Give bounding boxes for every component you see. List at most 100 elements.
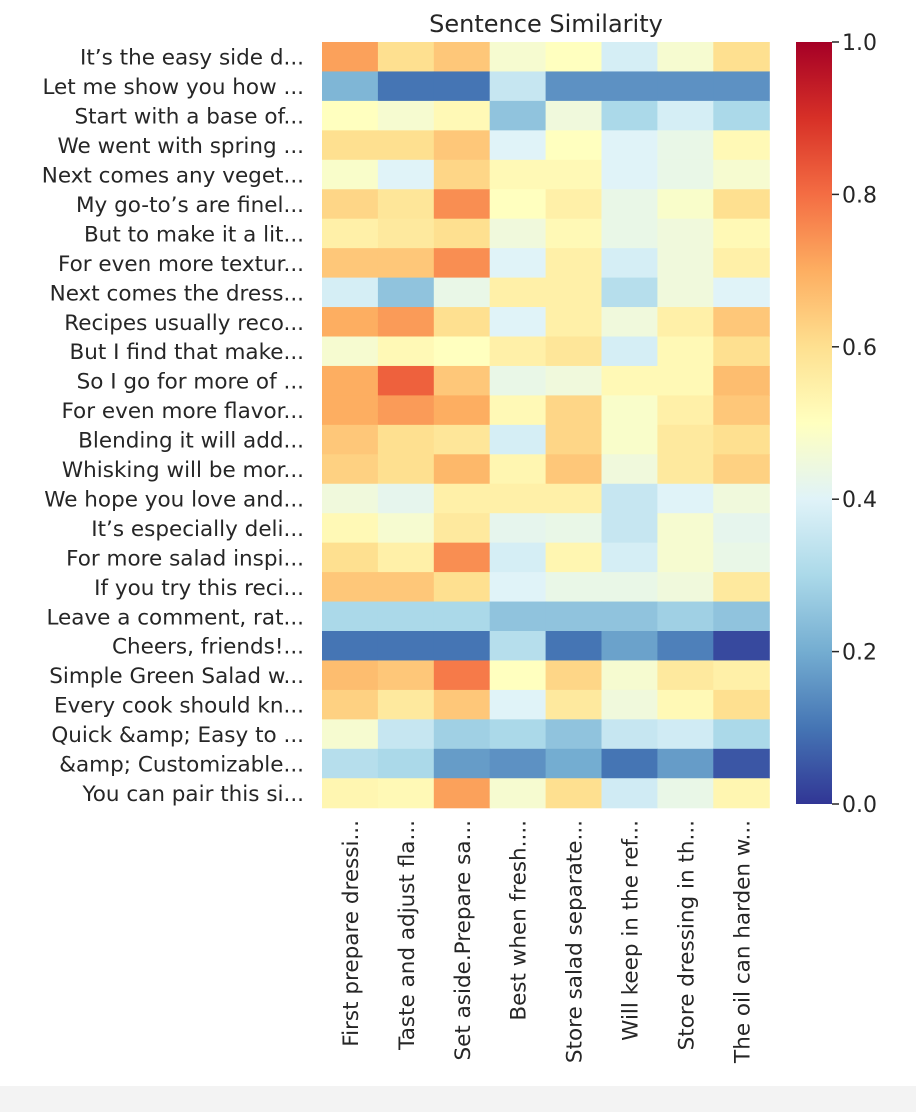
heatmap-cell [322, 601, 379, 632]
heatmap-cell [489, 100, 547, 131]
heatmap-cell [433, 365, 491, 396]
heatmap-cell [657, 454, 714, 485]
heatmap-cell [713, 689, 770, 720]
heatmap-cell [489, 513, 547, 544]
heatmap-cell [322, 395, 379, 426]
row-label: We hope you love and... [44, 487, 304, 512]
heatmap-cell [657, 778, 714, 809]
heatmap-cell [545, 601, 603, 632]
heatmap-cell [433, 277, 491, 308]
heatmap-cell [322, 365, 379, 396]
heatmap-cell [377, 424, 435, 455]
heatmap-cell [545, 189, 603, 220]
heatmap-cell [657, 483, 714, 514]
column-label: Set aside.Prepare sa... [451, 820, 476, 1061]
heatmap-cell [377, 159, 435, 190]
heatmap-cell [322, 631, 379, 662]
heatmap-cell [657, 42, 714, 73]
heatmap-cell [601, 748, 658, 779]
heatmap-cell [601, 307, 658, 338]
heatmap-cell [601, 365, 658, 396]
heatmap-cell [713, 42, 770, 73]
heatmap-cell [433, 42, 491, 73]
heatmap-cell [545, 248, 603, 279]
heatmap-cell [489, 71, 547, 102]
colorbar-tick-label: 0.0 [842, 793, 877, 818]
heatmap-cell [713, 660, 770, 691]
heatmap-cell [601, 218, 658, 249]
heatmap-cell [545, 218, 603, 249]
heatmap-cell [433, 454, 491, 485]
heatmap-cell [433, 719, 491, 750]
heatmap-cell [489, 336, 547, 367]
heatmap-cell [377, 336, 435, 367]
row-label: We went with spring ... [58, 134, 304, 159]
heatmap-cell [545, 336, 603, 367]
heatmap-cell [433, 601, 491, 632]
heatmap-cell [713, 130, 770, 161]
row-label: Start with a base of... [74, 105, 304, 130]
heatmap-cell [489, 748, 547, 779]
row-label: Let me show you how ... [42, 75, 304, 100]
heatmap-cell [377, 748, 435, 779]
heatmap-cell [322, 189, 379, 220]
heatmap-cell [433, 189, 491, 220]
heatmap-cell [433, 395, 491, 426]
row-label: You can pair this si... [81, 782, 304, 807]
heatmap-cell [433, 631, 491, 662]
heatmap-cell [489, 218, 547, 249]
heatmap-cell [713, 71, 770, 102]
heatmap-cell [322, 100, 379, 131]
heatmap-cell [322, 307, 379, 338]
colorbar-tick-label: 0.8 [842, 183, 877, 208]
heatmap-cell [433, 513, 491, 544]
column-label: Store salad separate... [563, 820, 588, 1063]
heatmap-cell [601, 601, 658, 632]
heatmap-cell [377, 601, 435, 632]
heatmap-cell [545, 71, 603, 102]
heatmap-cell [433, 248, 491, 279]
heatmap-cell [489, 660, 547, 691]
heatmap-cell [322, 778, 379, 809]
heatmap-cell [601, 189, 658, 220]
heatmap-cell [601, 71, 658, 102]
heatmap-cell [377, 483, 435, 514]
row-labels: It’s the easy side d... Let me show you h… [42, 46, 304, 807]
heatmap-cell [713, 778, 770, 809]
heatmap-cell [545, 100, 603, 131]
chart-title: Sentence Similarity [429, 10, 663, 38]
heatmap-cell [545, 307, 603, 338]
heatmap-cell [489, 424, 547, 455]
heatmap-cell [322, 572, 379, 603]
row-label: My go-to’s are finel... [76, 193, 304, 218]
heatmap-cell [489, 159, 547, 190]
heatmap-cell [657, 424, 714, 455]
heatmap-cell [601, 631, 658, 662]
colorbar-tick-label: 0.6 [842, 336, 877, 361]
heatmap-cell [713, 365, 770, 396]
column-label: Best when fresh.... [507, 820, 532, 1021]
heatmap-cell [657, 631, 714, 662]
heatmap-cell [433, 71, 491, 102]
row-label: So I go for more of ... [77, 370, 304, 395]
colorbar-gradient [796, 42, 832, 804]
heatmap-cell [713, 601, 770, 632]
heatmap-cell [377, 71, 435, 102]
heatmap-cell [601, 689, 658, 720]
heatmap-cell [489, 248, 547, 279]
heatmap-cell [377, 189, 435, 220]
heatmap-cell [713, 248, 770, 279]
heatmap-cell [657, 71, 714, 102]
heatmap-cell [601, 130, 658, 161]
heatmap-cell [377, 130, 435, 161]
heatmap-cell [713, 307, 770, 338]
row-label: Leave a comment, rat... [46, 605, 304, 630]
heatmap-cell [433, 660, 491, 691]
heatmap-cell [433, 483, 491, 514]
column-label: Taste and adjust fla... [395, 820, 420, 1051]
column-labels: First prepare dressi... Taste and adjust … [339, 820, 755, 1064]
heatmap-cell [433, 542, 491, 573]
row-label: Next comes any veget... [42, 164, 304, 189]
heatmap-cell [601, 572, 658, 603]
